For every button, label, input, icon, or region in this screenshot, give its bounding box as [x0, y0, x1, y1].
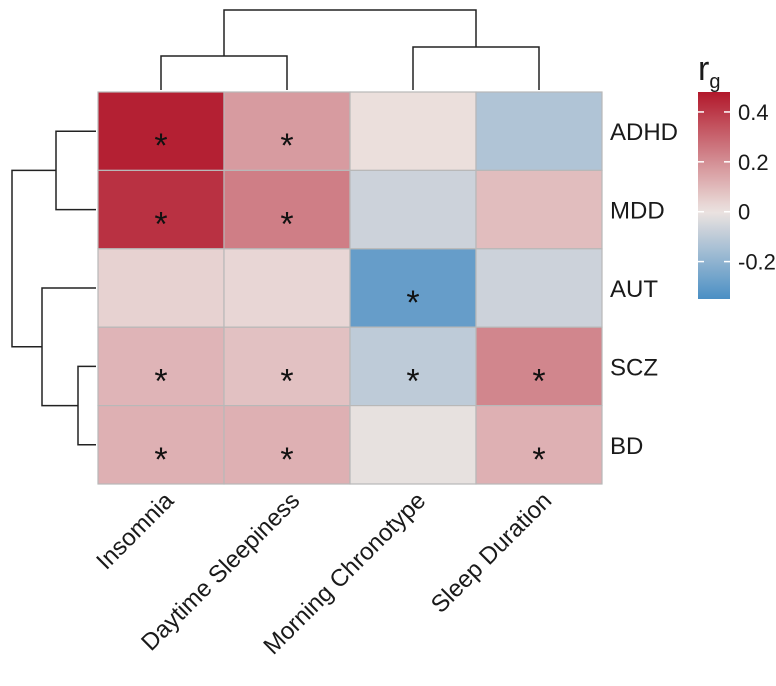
row-dendrogram-root [11, 169, 56, 348]
heatmap-cell-adhd-3 [349, 91, 477, 172]
color-legend: rg 0.4 0.2 0 -0.2 [698, 50, 776, 299]
column-dendrogram-branch [160, 55, 288, 90]
significance-star: * [280, 127, 293, 165]
significance-star: * [154, 362, 167, 400]
column-dendrogram-root [223, 9, 477, 56]
legend-title-main: r [698, 50, 709, 88]
significance-star: * [154, 441, 167, 479]
heatmap-cell-aut-3 [349, 248, 477, 328]
legend-title-sub: g [709, 71, 720, 93]
significance-star: * [280, 441, 293, 479]
column-dendrogram-branch [412, 46, 540, 90]
legend-title: rg [698, 50, 720, 93]
heatmap-cell-aut-1 [97, 248, 225, 328]
legend-ticks: 0.4 0.2 0 -0.2 [698, 100, 776, 275]
column-label-4: Sleep Duration [426, 487, 557, 618]
significance-star: * [532, 441, 545, 479]
legend-colorbar [698, 92, 730, 299]
heatmap-cell-bd-2 [223, 405, 351, 485]
significance-star: * [280, 362, 293, 400]
heatmap-cell-bd-3 [349, 405, 477, 485]
heatmap-cell-adhd-4 [475, 91, 603, 172]
significance-star: * [154, 206, 167, 244]
significance-star: * [406, 362, 419, 400]
heatmap-cell-scz-1 [97, 326, 225, 407]
heatmap-cell-mdd-3 [349, 169, 477, 250]
heatmap-cell-mdd-1 [97, 169, 225, 250]
heatmap-cell-aut-4 [475, 248, 603, 328]
row-label-mdd: MDD [610, 198, 665, 225]
dendrograms [11, 9, 540, 446]
row-label-bd: BD [610, 433, 643, 460]
heatmap-cell-bd-4 [475, 405, 603, 485]
row-label-adhd: ADHD [610, 119, 678, 146]
significance-star: * [406, 284, 419, 322]
legend-tick-label: -0.2 [738, 250, 776, 275]
row-labels: ADHD MDD AUT SCZ BD [610, 119, 678, 460]
row-label-scz: SCZ [610, 354, 658, 381]
row-label-aut: AUT [610, 276, 658, 303]
legend-tick-label: 0.2 [738, 150, 769, 175]
significance-markers: * * * * * * * * * * * * [154, 127, 545, 479]
column-label-1: Insomnia [91, 487, 179, 575]
row-dendrogram-branch [41, 287, 96, 407]
legend-tick-label: 0 [738, 200, 750, 225]
legend-tick-label: 0.4 [738, 100, 769, 125]
heatmap-cell-aut-2 [223, 248, 351, 328]
heatmap-cell-adhd-2 [223, 91, 351, 172]
significance-star: * [280, 206, 293, 244]
significance-star: * [532, 362, 545, 400]
row-dendrogram-branch [55, 130, 96, 211]
heatmap-cell-mdd-4 [475, 169, 603, 250]
heatmap-cells [97, 91, 603, 485]
heatmap-cell-mdd-2 [223, 169, 351, 250]
row-dendrogram-branch [77, 365, 96, 446]
significance-star: * [154, 127, 167, 165]
